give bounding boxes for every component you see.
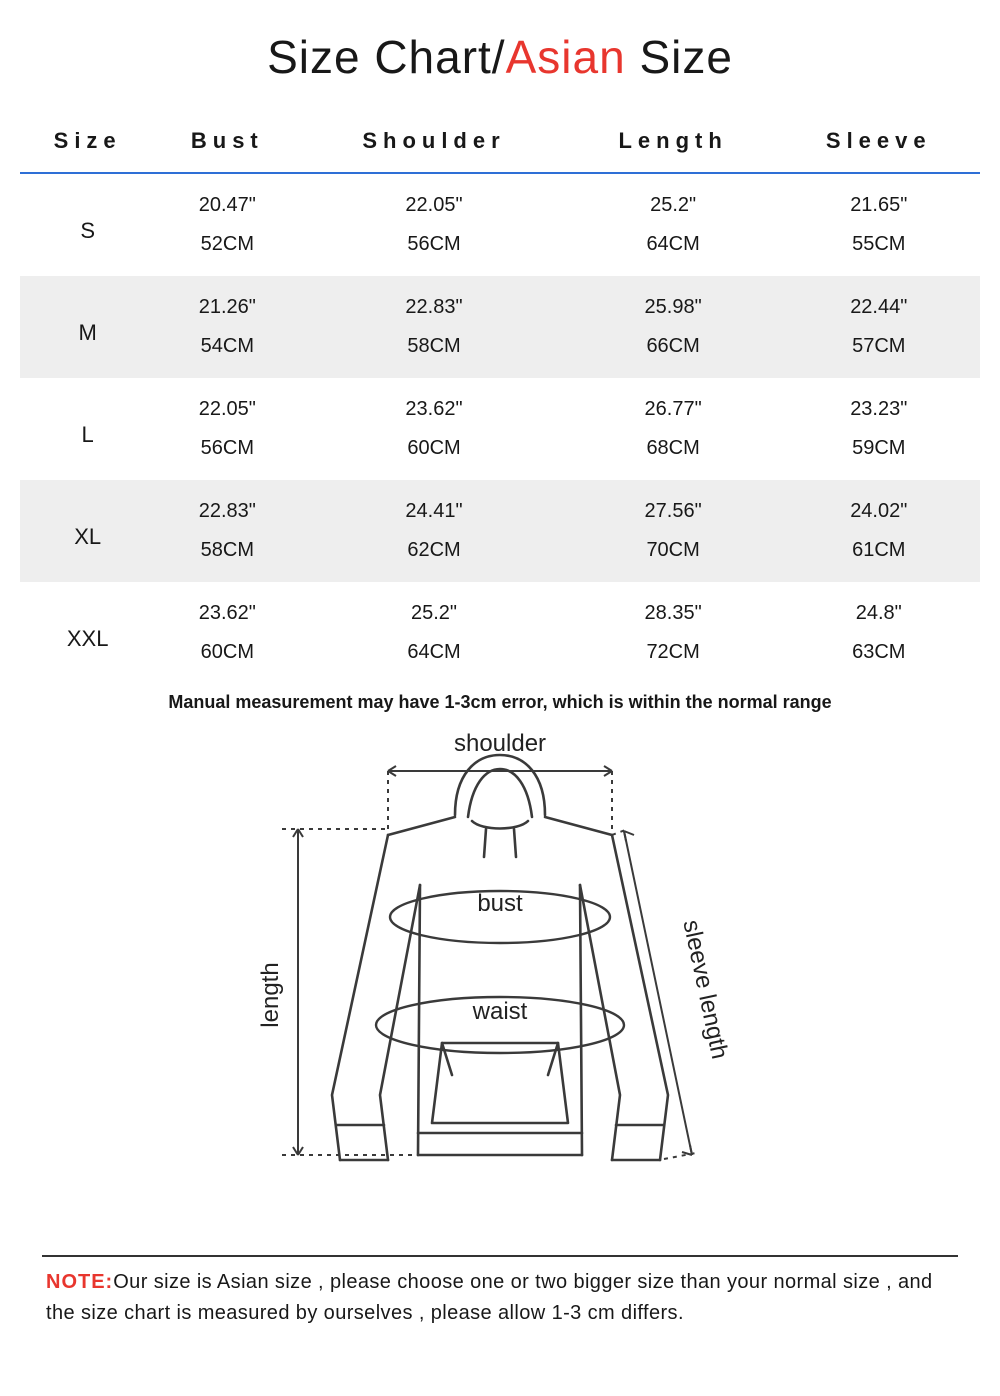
sleeve-in: 24.02" xyxy=(778,480,980,531)
shoulder-cm: 60CM xyxy=(299,429,568,480)
footer-note: NOTE:Our size is Asian size , please cho… xyxy=(20,1267,980,1349)
bust-in: 23.62" xyxy=(155,582,299,633)
length-in: 28.35" xyxy=(569,582,778,633)
length-cm: 72CM xyxy=(569,633,778,684)
col-shoulder: Shoulder xyxy=(299,112,568,173)
size-cell: XL xyxy=(20,480,155,582)
shoulder-in: 24.41" xyxy=(299,480,568,531)
length-in: 27.56" xyxy=(569,480,778,531)
bust-cm: 58CM xyxy=(155,531,299,582)
shoulder-cm: 64CM xyxy=(299,633,568,684)
divider xyxy=(42,1255,958,1257)
title-suffix: Size xyxy=(626,31,733,83)
length-cm: 68CM xyxy=(569,429,778,480)
bust-cm: 56CM xyxy=(155,429,299,480)
shoulder-cm: 62CM xyxy=(299,531,568,582)
shoulder-in: 25.2" xyxy=(299,582,568,633)
size-cell: S xyxy=(20,173,155,276)
sleeve-cm: 61CM xyxy=(778,531,980,582)
size-cell: XXL xyxy=(20,582,155,684)
bust-cm: 54CM xyxy=(155,327,299,378)
length-in: 26.77" xyxy=(569,378,778,429)
sleeve-cm: 63CM xyxy=(778,633,980,684)
sleeve-cm: 59CM xyxy=(778,429,980,480)
shoulder-cm: 58CM xyxy=(299,327,568,378)
size-cell: M xyxy=(20,276,155,378)
shoulder-in: 22.83" xyxy=(299,276,568,327)
label-waist: waist xyxy=(472,998,528,1025)
bust-in: 21.26" xyxy=(155,276,299,327)
length-cm: 66CM xyxy=(569,327,778,378)
label-sleeve: sleeve length xyxy=(677,917,733,1061)
length-cm: 64CM xyxy=(569,225,778,276)
sleeve-cm: 57CM xyxy=(778,327,980,378)
bust-in: 22.05" xyxy=(155,378,299,429)
sleeve-in: 22.44" xyxy=(778,276,980,327)
col-length: Length xyxy=(569,112,778,173)
shoulder-in: 22.05" xyxy=(299,173,568,225)
col-bust: Bust xyxy=(155,112,299,173)
size-chart-page: Size Chart/Asian Size Size Bust Shoulder… xyxy=(0,0,1000,1349)
measurement-note: Manual measurement may have 1-3cm error,… xyxy=(20,692,980,713)
bust-in: 20.47" xyxy=(155,173,299,225)
shoulder-cm: 56CM xyxy=(299,225,568,276)
sleeve-cm: 55CM xyxy=(778,225,980,276)
label-shoulder: shoulder xyxy=(454,730,546,757)
bust-cm: 60CM xyxy=(155,633,299,684)
page-title: Size Chart/Asian Size xyxy=(20,30,980,84)
size-table: Size Bust Shoulder Length Sleeve S20.47"… xyxy=(20,112,980,684)
table-body: S20.47"22.05"25.2"21.65"52CM56CM64CM55CM… xyxy=(20,173,980,684)
sleeve-in: 23.23" xyxy=(778,378,980,429)
bust-cm: 52CM xyxy=(155,225,299,276)
length-cm: 70CM xyxy=(569,531,778,582)
label-length: length xyxy=(257,962,284,1027)
note-text: Our size is Asian size , please choose o… xyxy=(46,1271,933,1324)
label-bust: bust xyxy=(477,890,523,917)
sleeve-in: 24.8" xyxy=(778,582,980,633)
length-in: 25.2" xyxy=(569,173,778,225)
bust-in: 22.83" xyxy=(155,480,299,531)
shoulder-in: 23.62" xyxy=(299,378,568,429)
size-cell: L xyxy=(20,378,155,480)
col-sleeve: Sleeve xyxy=(778,112,980,173)
title-prefix: Size Chart/ xyxy=(267,31,506,83)
title-accent: Asian xyxy=(506,31,626,83)
hoodie-diagram: shoulder length sleeve len xyxy=(220,725,780,1235)
sleeve-in: 21.65" xyxy=(778,173,980,225)
table-header: Size Bust Shoulder Length Sleeve xyxy=(20,112,980,173)
col-size: Size xyxy=(20,112,155,173)
note-label: NOTE: xyxy=(46,1271,113,1293)
length-in: 25.98" xyxy=(569,276,778,327)
